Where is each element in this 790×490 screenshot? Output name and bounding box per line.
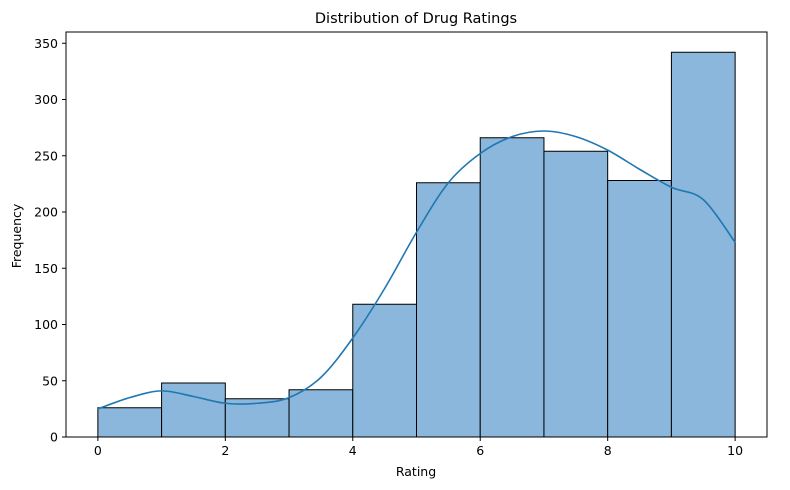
- y-tick-label: 0: [50, 430, 58, 445]
- histogram-bar-6: [479, 137, 545, 438]
- x-tick-label: 6: [476, 443, 484, 458]
- x-axis-label: Rating: [396, 464, 436, 479]
- histogram-bar-3: [288, 389, 354, 438]
- x-tick-label: 4: [349, 443, 357, 458]
- x-tick-label: 2: [221, 443, 229, 458]
- histogram-bar-9: [670, 51, 736, 438]
- y-tick-label: 200: [34, 205, 58, 220]
- chart-title: Distribution of Drug Ratings: [315, 11, 517, 27]
- y-tick-label: 100: [34, 317, 58, 332]
- histogram-bars: [97, 51, 736, 438]
- x-axis-ticks: 0 2 4 6 8 10: [94, 437, 743, 458]
- y-tick-label: 50: [42, 373, 58, 388]
- y-tick-label: 150: [34, 261, 58, 276]
- kde-curve: [97, 130, 736, 410]
- axes-frame: [65, 31, 768, 438]
- histogram-bar-0: [97, 407, 163, 438]
- y-axis-ticks: 0 50 100 150 200 250 300 350: [34, 36, 66, 445]
- histogram-bar-5: [416, 182, 481, 438]
- plot-frame: [65, 31, 768, 438]
- y-tick-label: 350: [34, 36, 58, 51]
- x-tick-label: 10: [727, 443, 743, 458]
- histogram-bar-7: [543, 150, 609, 438]
- y-tick-label: 250: [34, 148, 58, 163]
- histogram-bar-4: [352, 303, 418, 438]
- histogram-bar-8: [607, 180, 672, 438]
- x-tick-label: 0: [94, 443, 102, 458]
- x-tick-label: 8: [604, 443, 612, 458]
- y-tick-label: 300: [34, 92, 58, 107]
- y-axis-label: Frequency: [9, 203, 24, 268]
- histogram-bar-2: [224, 398, 290, 438]
